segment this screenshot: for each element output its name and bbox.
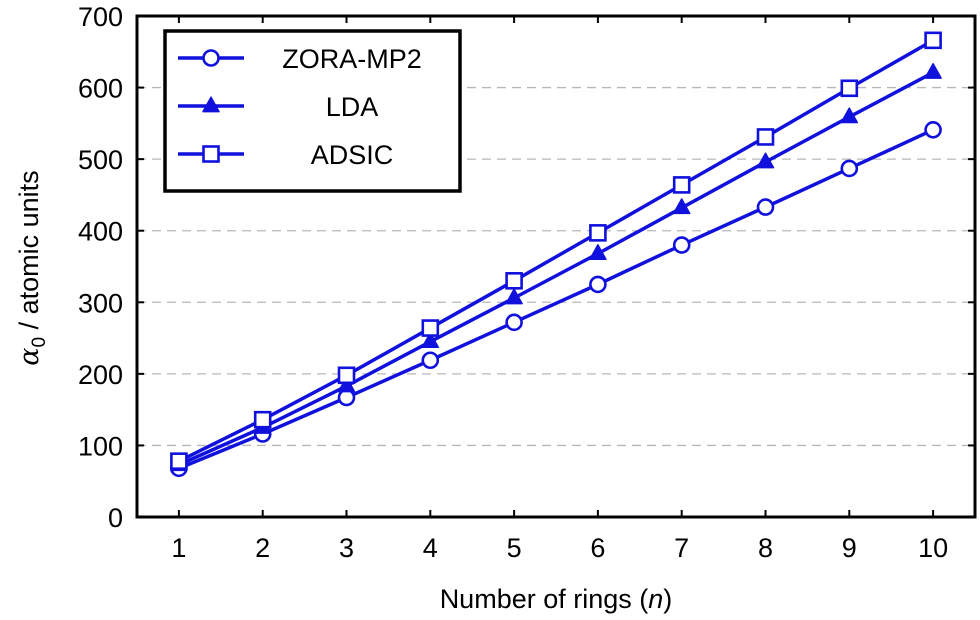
- y-tick-label: 600: [78, 74, 123, 104]
- series-layer: [170, 31, 942, 478]
- y-tick-label: 500: [78, 145, 123, 175]
- data-point-square: [421, 319, 440, 337]
- y-tick-label: 400: [78, 217, 123, 247]
- data-point-circle: [421, 351, 440, 370]
- series-adsic: [170, 31, 942, 470]
- data-point-circle: [924, 120, 942, 139]
- data-point-triangle: [924, 62, 942, 79]
- data-point-triangle: [840, 107, 859, 124]
- data-point-triangle: [505, 288, 523, 305]
- legend-entry: ADSIC: [178, 140, 393, 170]
- plot-frame: [135, 14, 977, 519]
- y-tick-label: 200: [78, 360, 123, 390]
- data-point-square: [505, 272, 523, 290]
- data-point-circle: [505, 313, 523, 332]
- x-tick-label: 2: [255, 533, 270, 563]
- series-line: [178, 70, 934, 467]
- y-axis-label: α0 / atomic units: [14, 170, 50, 365]
- data-point-circle: [589, 275, 607, 294]
- legend-marker-circle: [202, 49, 220, 67]
- series-lda: [170, 62, 942, 472]
- data-point-square: [756, 128, 775, 146]
- x-tick-label: 10: [918, 533, 948, 563]
- data-point-square: [672, 176, 691, 194]
- data-point-circle: [756, 198, 775, 216]
- data-point-circle: [840, 159, 859, 178]
- y-tick-label: 100: [78, 431, 123, 461]
- axis-ticks: 0 100 200 300 400 500 600 700 1 2 3 4 5 6 7 8 9 10: [78, 2, 975, 563]
- data-point-square: [840, 79, 859, 98]
- series-line: [178, 128, 934, 470]
- x-tick-label: 8: [758, 533, 773, 563]
- legend-label: ZORA-MP2: [282, 44, 422, 74]
- x-tick-label: 7: [674, 533, 689, 563]
- series-line: [178, 38, 934, 463]
- data-point-square: [170, 452, 188, 470]
- legend-entry: LDA: [178, 92, 378, 122]
- data-point-square: [253, 410, 272, 429]
- data-point-square: [924, 31, 942, 50]
- data-point-circle: [672, 236, 691, 254]
- data-point-triangle: [337, 376, 356, 393]
- data-point-triangle: [756, 152, 775, 169]
- y-tick-label: 700: [78, 2, 123, 32]
- data-point-triangle: [672, 198, 691, 215]
- y-tick-label: 0: [108, 503, 123, 533]
- y-tick-label: 300: [78, 288, 123, 318]
- x-tick-label: 1: [171, 533, 186, 563]
- x-tick-label: 9: [842, 533, 857, 563]
- data-point-square: [337, 366, 356, 385]
- data-point-triangle: [589, 244, 607, 260]
- x-axis-label: Number of rings (n): [440, 584, 673, 614]
- x-tick-label: 5: [507, 533, 522, 563]
- x-tick-label: 4: [423, 533, 438, 563]
- x-tick-label: 3: [339, 533, 354, 563]
- legend: ZORA-MP2 LDA ADSIC: [163, 29, 462, 193]
- data-point-square: [589, 224, 607, 242]
- data-point-triangle: [421, 332, 440, 348]
- legend-label: ADSIC: [311, 140, 394, 170]
- legend-marker-square: [202, 145, 220, 163]
- legend-entry: ZORA-MP2: [178, 44, 422, 74]
- legend-marker-triangle: [202, 96, 220, 113]
- legend-label: LDA: [326, 92, 379, 122]
- x-tick-label: 6: [590, 533, 605, 563]
